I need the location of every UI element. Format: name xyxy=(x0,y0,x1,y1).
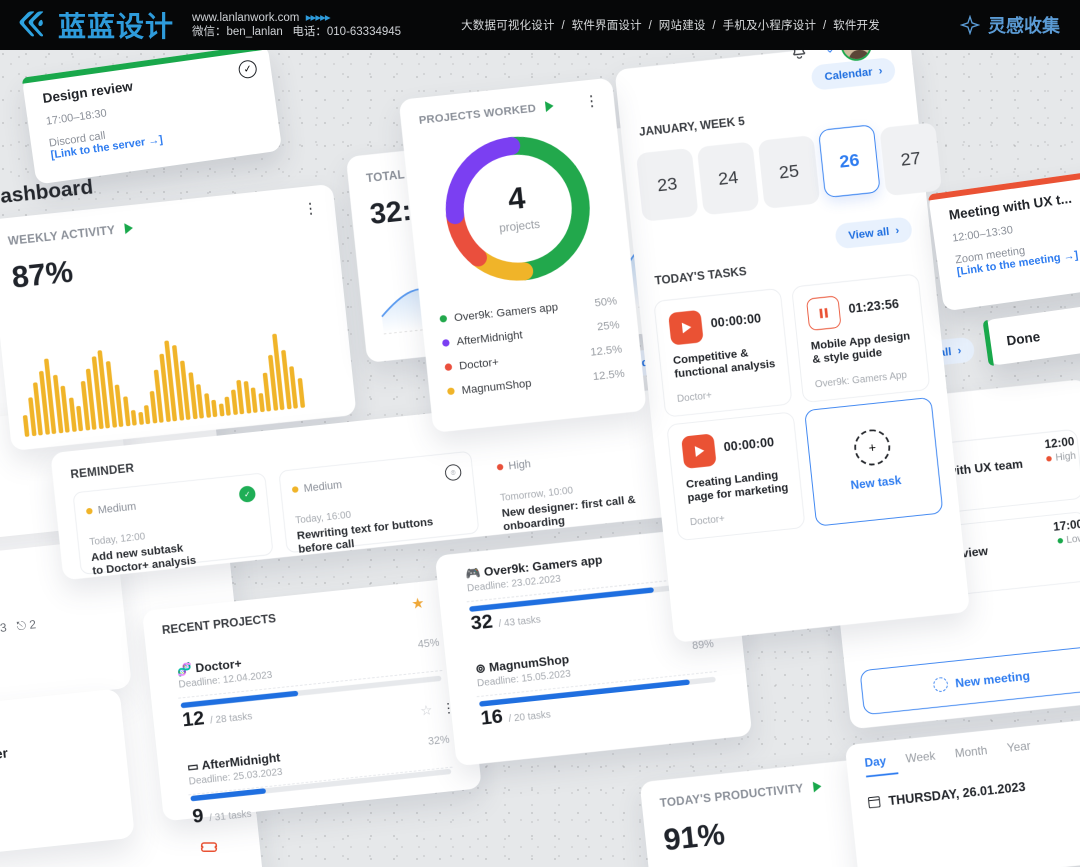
svg-text:4: 4 xyxy=(506,181,526,217)
svg-text:projects: projects xyxy=(499,218,541,235)
